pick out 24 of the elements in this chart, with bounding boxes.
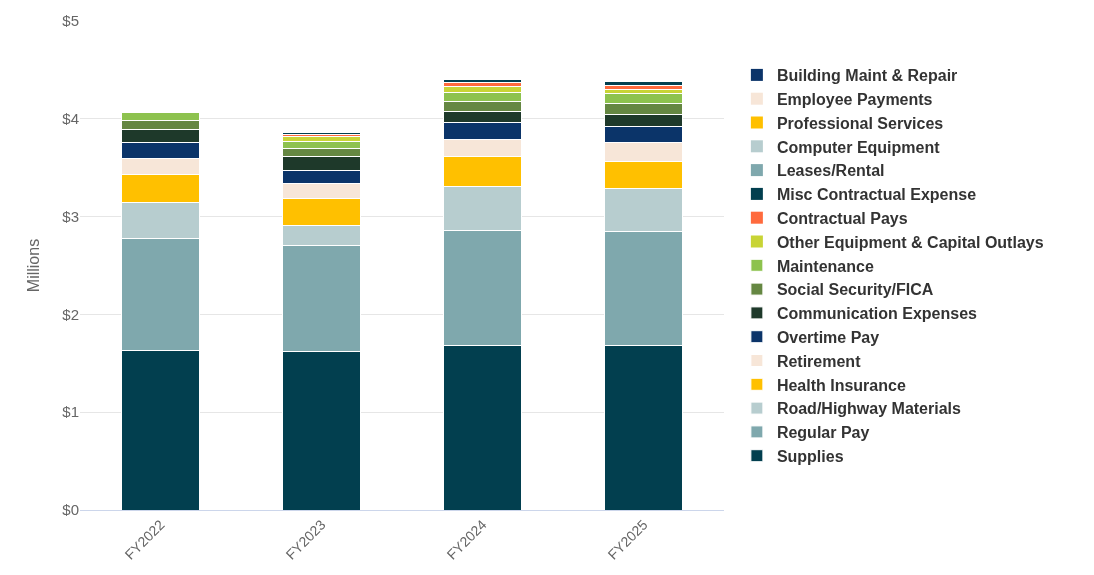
legend-label: Communication Expenses (776, 305, 978, 323)
y-tick-label: $5 (62, 12, 79, 30)
legend-label: Maintenance (776, 257, 874, 275)
legend-label: Computer Equipment (776, 138, 941, 156)
legend-label: Leases/Rental (776, 162, 885, 180)
y-tick-label: $2 (62, 305, 79, 323)
legend-label: Building Maint & Repair (776, 67, 958, 85)
y-tick-label: $1 (62, 403, 79, 421)
legend-label: Other Equipment & Capital Outlays (776, 233, 1044, 251)
y-tick-label: $4 (62, 110, 79, 128)
legend-label: Contractual Pays (776, 209, 908, 227)
legend-label: Retirement (776, 352, 862, 370)
y-tick-label: $3 (62, 207, 79, 225)
legend-label: Regular Pay (776, 424, 870, 442)
legend-label: Employee Payments (776, 90, 933, 108)
legend-label: Road/Highway Materials (776, 400, 962, 418)
y-axis-title: Millions (25, 238, 43, 293)
legend-label: Misc Contractual Expense (776, 186, 977, 204)
legend-label: Overtime Pay (776, 328, 880, 346)
legend-label: Professional Services (776, 114, 944, 132)
legend-label: Supplies (776, 447, 844, 465)
y-tick-label: $0 (62, 501, 79, 519)
legend-label: Social Security/FICA (776, 281, 934, 299)
legend-label: Health Insurance (776, 376, 906, 394)
